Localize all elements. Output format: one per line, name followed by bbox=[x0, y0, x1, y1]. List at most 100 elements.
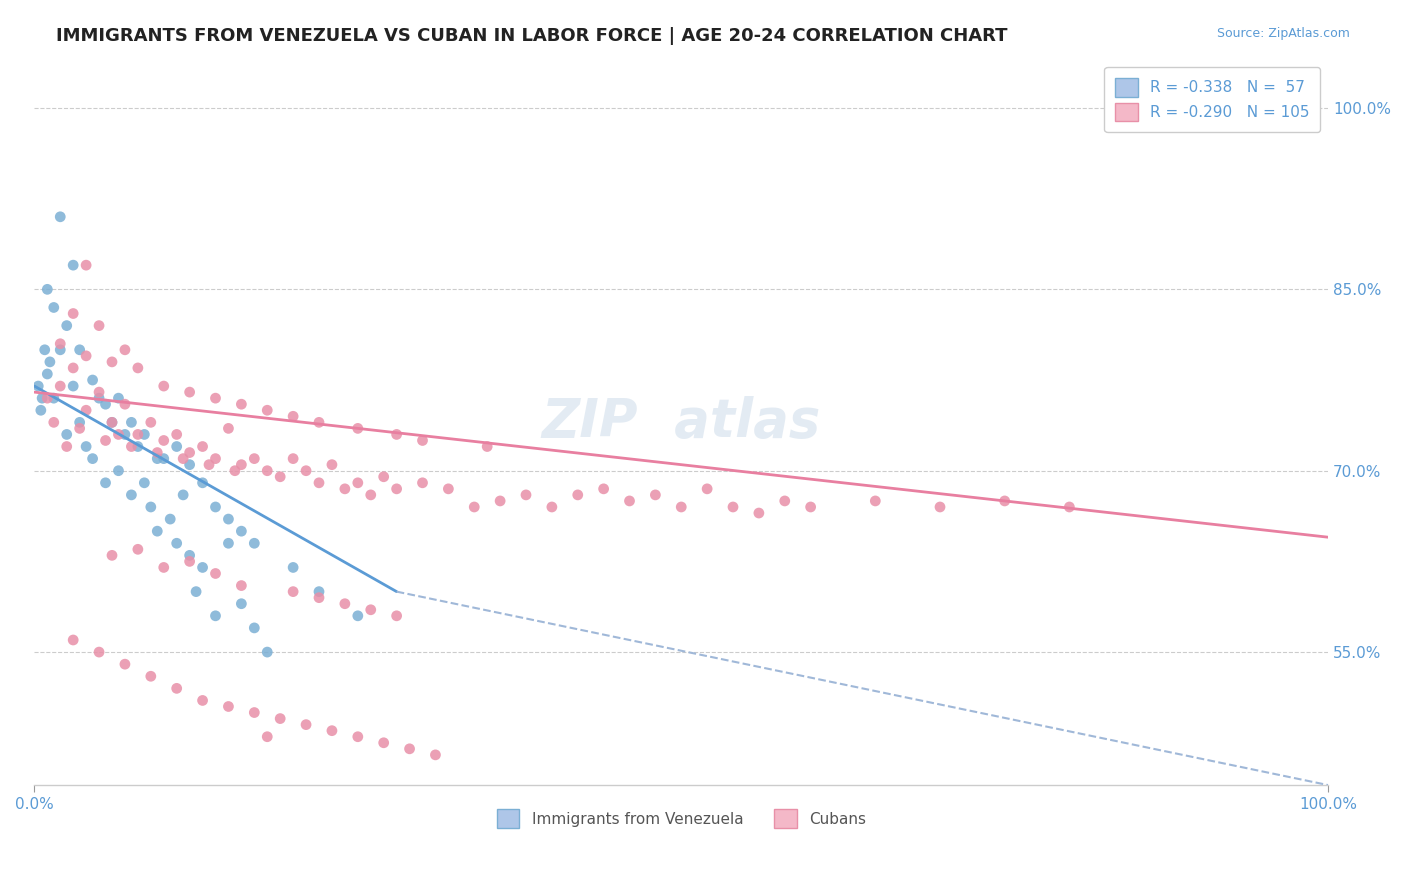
Point bbox=[179, 458, 201, 472]
Point bbox=[308, 584, 330, 599]
Point bbox=[69, 415, 91, 429]
Point bbox=[101, 415, 124, 429]
Point bbox=[231, 397, 253, 411]
Point bbox=[127, 427, 149, 442]
Point bbox=[373, 469, 395, 483]
Point bbox=[191, 560, 214, 574]
Point bbox=[179, 445, 201, 459]
Point bbox=[994, 494, 1017, 508]
Point bbox=[146, 451, 169, 466]
Point bbox=[172, 451, 194, 466]
Point bbox=[308, 591, 330, 605]
Point bbox=[49, 210, 72, 224]
Point bbox=[748, 506, 770, 520]
Point bbox=[69, 421, 91, 435]
Point bbox=[800, 500, 823, 514]
Point bbox=[256, 464, 278, 478]
Point bbox=[217, 536, 239, 550]
Point bbox=[321, 458, 343, 472]
Legend: Immigrants from Venezuela, Cubans: Immigrants from Venezuela, Cubans bbox=[489, 802, 873, 836]
Point bbox=[94, 397, 117, 411]
Point bbox=[38, 355, 60, 369]
Point bbox=[385, 608, 408, 623]
Point bbox=[127, 542, 149, 557]
Point bbox=[152, 451, 174, 466]
Point bbox=[62, 258, 84, 272]
Point bbox=[114, 657, 136, 672]
Point bbox=[101, 415, 124, 429]
Point bbox=[75, 403, 97, 417]
Point bbox=[198, 458, 221, 472]
Point bbox=[94, 475, 117, 490]
Point bbox=[489, 494, 512, 508]
Point bbox=[166, 427, 188, 442]
Point bbox=[75, 258, 97, 272]
Point bbox=[127, 360, 149, 375]
Point bbox=[152, 379, 174, 393]
Point bbox=[243, 621, 266, 635]
Point bbox=[281, 584, 304, 599]
Point bbox=[204, 391, 226, 405]
Point bbox=[55, 440, 77, 454]
Point bbox=[179, 554, 201, 568]
Point bbox=[37, 367, 59, 381]
Point bbox=[644, 488, 666, 502]
Point bbox=[217, 421, 239, 435]
Point bbox=[204, 608, 226, 623]
Point bbox=[217, 512, 239, 526]
Point bbox=[62, 360, 84, 375]
Point bbox=[243, 536, 266, 550]
Point bbox=[721, 500, 744, 514]
Point bbox=[385, 427, 408, 442]
Point bbox=[385, 482, 408, 496]
Point bbox=[929, 500, 952, 514]
Point bbox=[773, 494, 796, 508]
Point bbox=[224, 464, 246, 478]
Point bbox=[82, 373, 104, 387]
Point bbox=[139, 669, 162, 683]
Point bbox=[94, 434, 117, 448]
Point bbox=[412, 475, 434, 490]
Point bbox=[62, 632, 84, 647]
Point bbox=[184, 584, 207, 599]
Point bbox=[87, 391, 110, 405]
Text: Source: ZipAtlas.com: Source: ZipAtlas.com bbox=[1216, 27, 1350, 40]
Point bbox=[191, 693, 214, 707]
Point bbox=[101, 355, 124, 369]
Point bbox=[134, 427, 156, 442]
Point bbox=[75, 349, 97, 363]
Point bbox=[346, 421, 368, 435]
Point bbox=[120, 440, 142, 454]
Point bbox=[373, 736, 395, 750]
Point bbox=[567, 488, 589, 502]
Point bbox=[114, 427, 136, 442]
Point bbox=[281, 560, 304, 574]
Point bbox=[256, 403, 278, 417]
Point bbox=[107, 391, 129, 405]
Point bbox=[231, 578, 253, 592]
Point bbox=[42, 415, 65, 429]
Point bbox=[204, 566, 226, 581]
Point bbox=[49, 379, 72, 393]
Point bbox=[69, 343, 91, 357]
Point bbox=[269, 469, 291, 483]
Point bbox=[592, 482, 614, 496]
Point bbox=[281, 409, 304, 424]
Point bbox=[696, 482, 718, 496]
Point bbox=[412, 434, 434, 448]
Point bbox=[865, 494, 887, 508]
Point bbox=[398, 741, 420, 756]
Point bbox=[346, 475, 368, 490]
Point bbox=[243, 706, 266, 720]
Point bbox=[107, 464, 129, 478]
Point bbox=[333, 597, 356, 611]
Point bbox=[204, 451, 226, 466]
Point bbox=[269, 712, 291, 726]
Point bbox=[152, 434, 174, 448]
Point bbox=[295, 464, 318, 478]
Point bbox=[120, 415, 142, 429]
Point bbox=[27, 379, 49, 393]
Point bbox=[179, 385, 201, 400]
Text: IMMIGRANTS FROM VENEZUELA VS CUBAN IN LABOR FORCE | AGE 20-24 CORRELATION CHART: IMMIGRANTS FROM VENEZUELA VS CUBAN IN LA… bbox=[56, 27, 1008, 45]
Point bbox=[360, 488, 382, 502]
